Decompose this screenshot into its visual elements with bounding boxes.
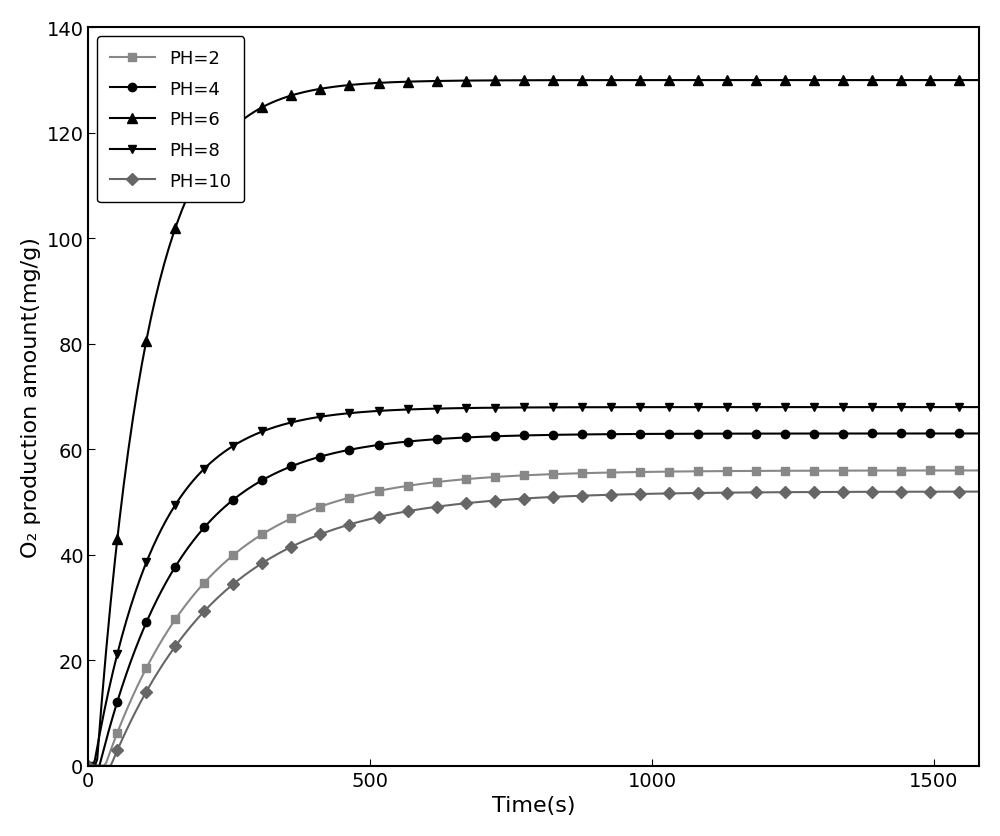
PH=6 <box>643 76 655 86</box>
Line: PH=2: PH=2 <box>84 466 983 770</box>
Line: PH=8: PH=8 <box>84 404 983 770</box>
PH=4 <box>189 533 201 543</box>
PH=4 <box>730 429 742 439</box>
PH=6 <box>373 79 385 89</box>
PH=8 <box>82 761 94 771</box>
PH=2 <box>643 467 655 477</box>
PH=10 <box>435 502 447 512</box>
PH=2 <box>725 466 737 477</box>
X-axis label: Time(s): Time(s) <box>492 795 575 815</box>
PH=8 <box>373 406 385 416</box>
PH=6 <box>730 76 742 86</box>
PH=10 <box>373 512 385 522</box>
PH=6 <box>82 761 94 771</box>
PH=6 <box>189 176 201 186</box>
PH=8 <box>725 403 737 413</box>
PH=6 <box>435 77 447 87</box>
PH=2 <box>373 487 385 497</box>
PH=8 <box>435 404 447 414</box>
Line: PH=6: PH=6 <box>83 76 984 771</box>
PH=4 <box>725 429 737 439</box>
PH=2 <box>730 466 742 477</box>
PH=10 <box>82 761 94 771</box>
PH=10 <box>973 487 985 497</box>
PH=4 <box>373 441 385 451</box>
PH=8 <box>973 403 985 413</box>
PH=2 <box>82 761 94 771</box>
PH=10 <box>730 488 742 498</box>
PH=6 <box>973 76 985 86</box>
PH=4 <box>82 761 94 771</box>
PH=10 <box>643 489 655 499</box>
PH=2 <box>973 466 985 476</box>
PH=8 <box>189 473 201 483</box>
PH=10 <box>189 616 201 626</box>
PH=4 <box>435 435 447 445</box>
PH=10 <box>725 488 737 498</box>
Y-axis label: O₂ production amount(mg/g): O₂ production amount(mg/g) <box>21 237 41 558</box>
PH=4 <box>973 429 985 439</box>
PH=4 <box>643 430 655 440</box>
PH=8 <box>643 403 655 413</box>
PH=2 <box>435 477 447 487</box>
Line: PH=4: PH=4 <box>84 430 983 770</box>
Line: PH=10: PH=10 <box>84 488 983 770</box>
PH=2 <box>189 588 201 598</box>
Legend: PH=2, PH=4, PH=6, PH=8, PH=10: PH=2, PH=4, PH=6, PH=8, PH=10 <box>97 38 244 203</box>
PH=6 <box>725 76 737 86</box>
PH=8 <box>730 403 742 413</box>
